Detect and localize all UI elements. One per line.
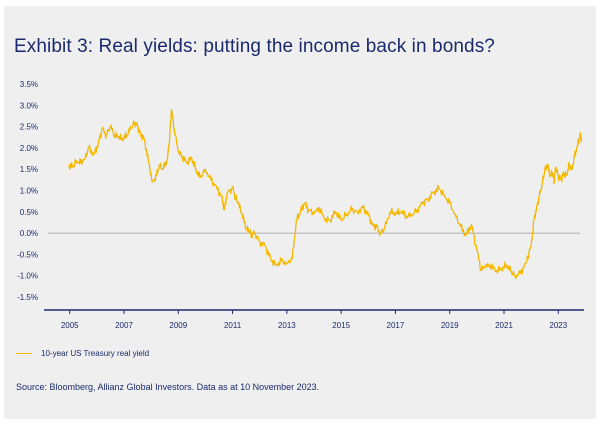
y-tick-label: 2.5%: [20, 123, 38, 132]
y-tick-label: 1.0%: [20, 187, 38, 196]
x-tick-label: 2019: [441, 321, 459, 330]
y-tick-label: -1.5%: [17, 293, 38, 302]
legend-label: 10-year US Treasury real yield: [41, 349, 150, 358]
x-tick-label: 2021: [495, 321, 513, 330]
y-tick-label: 3.5%: [20, 80, 38, 89]
x-tick-label: 2013: [278, 321, 296, 330]
x-tick-marks: [69, 310, 559, 314]
x-tick-label: 2017: [387, 321, 405, 330]
x-tick-label: 2023: [549, 321, 567, 330]
legend: 10-year US Treasury real yield: [16, 349, 149, 358]
y-tick-label: 1.5%: [20, 165, 38, 174]
chart-title: Exhibit 3: Real yields: putting the inco…: [14, 36, 495, 57]
x-tick-labels: 2005 2007 2009 2011 2013 2015 2017 2019 2021 2023: [61, 321, 568, 330]
series-points: [67, 108, 583, 277]
y-tick-label: 3.0%: [20, 101, 38, 110]
x-tick-label: 2011: [224, 321, 242, 330]
x-tick-label: 2007: [115, 321, 133, 330]
legend-swatch: [16, 353, 32, 354]
y-tick-label: 2.0%: [20, 144, 38, 153]
y-tick-label: 0.0%: [20, 229, 38, 238]
y-tick-label: 0.5%: [20, 208, 38, 217]
x-tick-label: 2015: [332, 321, 350, 330]
series-line-real-yield: [67, 108, 583, 280]
x-tick-label: 2005: [61, 321, 79, 330]
y-tick-label: -0.5%: [17, 250, 38, 259]
y-tick-label: -1.0%: [17, 272, 38, 281]
source-note: Source: Bloomberg, Allianz Global Invest…: [16, 382, 320, 392]
x-tick-label: 2009: [169, 321, 187, 330]
y-tick-labels: 3.5% 3.0% 2.5% 2.0% 1.5% 1.0% 0.5% 0.0% -0.5% -1.…: [17, 80, 38, 302]
